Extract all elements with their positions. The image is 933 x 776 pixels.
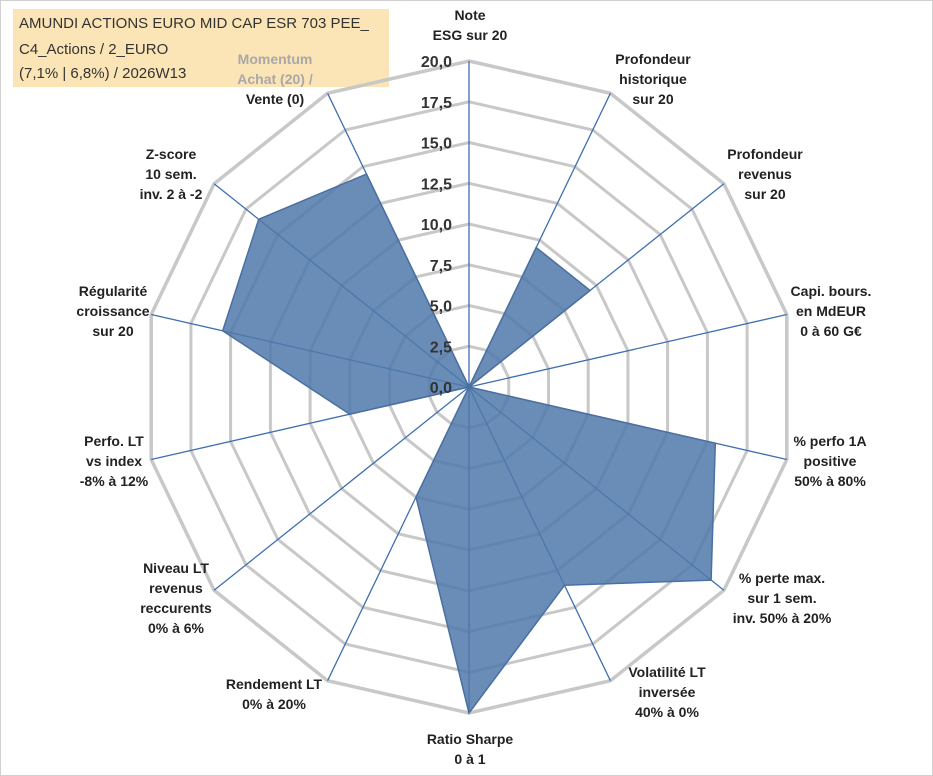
axis-label-11: Régularité croissance sur 20: [76, 283, 149, 339]
axis-label-12: Z-score 10 sem. inv. 2 à -2: [140, 146, 203, 202]
axis-label-5: % perte max. sur 1 sem. inv. 50% à 20%: [733, 570, 832, 626]
tick-label-7: 17,5: [421, 95, 452, 112]
chart-title-line-3: (7,1% | 6,8%) / 2026W13: [19, 65, 187, 82]
tick-label-5: 12,5: [421, 176, 452, 193]
axis-label-4: % perfo 1A positive 50% à 80%: [793, 433, 866, 489]
axis-label-10: Perfo. LT vs index -8% à 12%: [80, 433, 149, 489]
axis-label-9: Niveau LT revenus reccurents 0% à 6%: [140, 560, 212, 636]
chart-title-box: AMUNDI ACTIONS EURO MID CAP ESR 703 PEE_…: [13, 9, 389, 87]
tick-label-6: 15,0: [421, 136, 452, 153]
tick-label-3: 7,5: [430, 258, 452, 275]
tick-label-1: 2,5: [430, 339, 452, 356]
chart-title-line-2: C4_Actions / 2_EURO: [19, 41, 169, 58]
axis-label-2: Profondeur revenus sur 20: [727, 146, 803, 202]
axis-label-0: Note ESG sur 20: [433, 7, 508, 43]
axis-label-7: Ratio Sharpe 0 à 1: [427, 731, 514, 767]
radar-tick-labels: 0,0 2,5 5,0 7,5 10,0 12,5 15,0 17,5 20,0: [421, 54, 452, 397]
axis-label-8: Rendement LT 0% à 20%: [226, 676, 323, 712]
tick-label-0: 0,0: [430, 380, 452, 397]
radar-series: [221, 173, 717, 715]
axis-label-6: Volatilité LT inversée 40% à 0%: [628, 664, 706, 720]
series-area-0: [221, 173, 717, 715]
tick-label-2: 5,0: [430, 299, 452, 316]
tick-label-8: 20,0: [421, 54, 452, 71]
axis-label-3: Capi. bours. en MdEUR 0 à 60 G€: [791, 283, 872, 339]
tick-label-4: 10,0: [421, 217, 452, 234]
radar-axis-labels: Note ESG sur 20 Profondeur historique sur 20…: [76, 7, 871, 767]
axis-label-13: Momentum Achat (20) / Vente (0): [237, 51, 313, 107]
axis-label-1: Profondeur historique sur 20: [615, 51, 691, 107]
spoke-3: [468, 313, 787, 388]
spoke-9: [213, 386, 470, 591]
chart-title-line-1: AMUNDI ACTIONS EURO MID CAP ESR 703 PEE_: [19, 15, 369, 32]
